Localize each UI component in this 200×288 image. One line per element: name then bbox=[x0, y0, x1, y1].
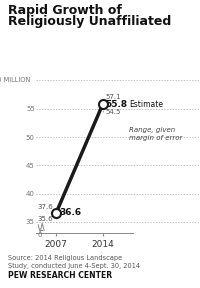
Text: Range, given
margin of error: Range, given margin of error bbox=[129, 128, 182, 141]
Text: 37.6: 37.6 bbox=[37, 204, 53, 210]
Text: 0: 0 bbox=[37, 232, 42, 238]
Text: 54.5: 54.5 bbox=[105, 109, 120, 115]
Text: 57.1: 57.1 bbox=[105, 94, 120, 100]
Text: 35.6: 35.6 bbox=[37, 215, 53, 221]
Text: PEW RESEARCH CENTER: PEW RESEARCH CENTER bbox=[8, 271, 112, 280]
Text: Estimate: Estimate bbox=[129, 100, 163, 109]
Text: Rapid Growth of: Rapid Growth of bbox=[8, 4, 121, 17]
Text: Source: 2014 Religious Landscape
Study, conducted June 4-Sept. 30, 2014: Source: 2014 Religious Landscape Study, … bbox=[8, 255, 139, 269]
Text: 60 MILLION: 60 MILLION bbox=[0, 77, 30, 84]
Text: Religiously Unaffiliated: Religiously Unaffiliated bbox=[8, 15, 170, 28]
Text: 36.6: 36.6 bbox=[59, 209, 81, 217]
Text: 55.8: 55.8 bbox=[105, 100, 127, 109]
